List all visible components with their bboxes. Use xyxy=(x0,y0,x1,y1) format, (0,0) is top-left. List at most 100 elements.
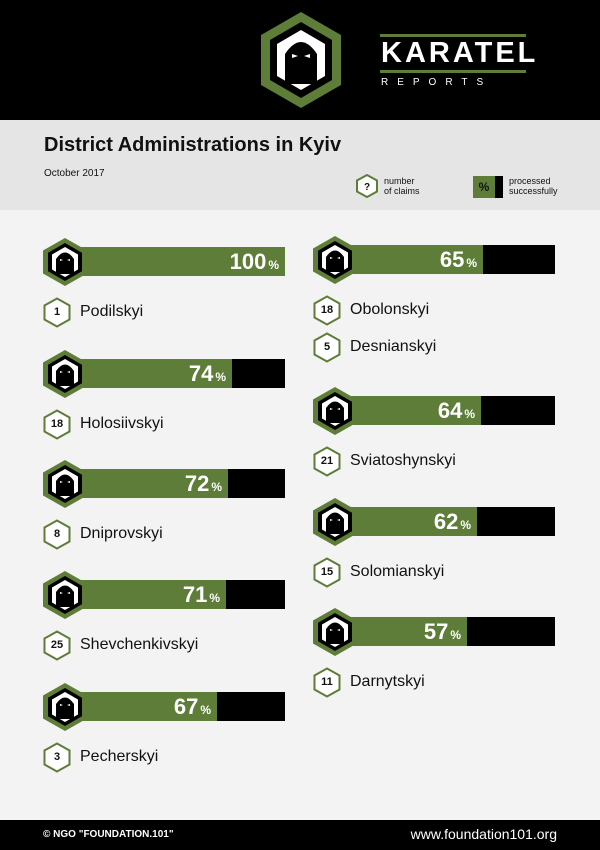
legend-percent-black xyxy=(495,176,503,198)
district-bar-row: 72% xyxy=(42,459,287,569)
percent-value: 62 xyxy=(433,509,459,534)
claims-hex-icon xyxy=(313,332,341,363)
percent-value: 72 xyxy=(184,471,210,496)
bar-fill xyxy=(80,692,217,721)
claims-count-hex: 18 xyxy=(313,295,341,326)
claims-count-hex: 1 xyxy=(43,297,71,328)
claims-count-hex: 18 xyxy=(43,409,71,440)
percent-value: 67 xyxy=(173,694,199,719)
bar-track: 57% xyxy=(350,617,555,646)
claims-count: 5 xyxy=(323,341,331,353)
header-band: KARATEL REPORTS xyxy=(0,0,600,120)
bar-track: 65% xyxy=(350,245,555,274)
legend-claims-label-line2: of claims xyxy=(384,186,420,196)
bar-fill xyxy=(80,359,232,388)
legend-claims-label-line1: number xyxy=(384,176,415,186)
percent-sign: % xyxy=(215,370,226,384)
bar-fill xyxy=(350,245,483,274)
claims-count: 18 xyxy=(50,418,64,430)
percent-value: 64 xyxy=(437,398,463,423)
district-bar-row: 67% xyxy=(42,682,287,792)
claims-count: 1 xyxy=(53,306,61,318)
footer-copyright: © NGO "FOUNDATION.101" xyxy=(43,829,174,840)
percent-sign: % xyxy=(268,258,279,272)
percent-label: 100% xyxy=(80,247,279,276)
district-bar-row: 65% xyxy=(312,235,557,345)
brand-wordmark: KARATEL REPORTS xyxy=(380,34,535,88)
percent-label: 72% xyxy=(80,469,222,498)
bar-fill xyxy=(350,396,481,425)
legend-claims-hex-icon: ? xyxy=(356,174,378,198)
claims-hex-icon xyxy=(43,742,71,773)
hooded-figure-hex-icon xyxy=(43,238,87,286)
district-name: Desnianskyi xyxy=(350,338,437,355)
percent-sign: % xyxy=(211,480,222,494)
percent-label: 65% xyxy=(350,245,477,274)
district-name: Shevchenkivskyi xyxy=(80,636,199,653)
bar-fill xyxy=(350,617,467,646)
bar-track: 67% xyxy=(80,692,285,721)
district-bar-row: 71% xyxy=(42,570,287,680)
district-bar-row: 100% xyxy=(42,237,287,347)
claims-count: 3 xyxy=(53,751,61,763)
brand-title: KARATEL xyxy=(380,34,535,73)
district-name: Obolonskyi xyxy=(350,301,430,318)
legend-claims-label: number of claims xyxy=(384,176,444,196)
bar-track: 100% xyxy=(80,247,285,276)
percent-sign: % xyxy=(450,628,461,642)
legend-claims-symbol: ? xyxy=(364,182,370,193)
claims-count: 21 xyxy=(320,455,334,467)
percent-sign: % xyxy=(460,518,471,532)
percent-value: 65 xyxy=(439,247,465,272)
bar-track: 74% xyxy=(80,359,285,388)
claims-hex-icon xyxy=(313,446,341,477)
claims-count: 15 xyxy=(320,566,334,578)
hooded-figure-hex-icon xyxy=(313,236,357,284)
percent-sign: % xyxy=(464,407,475,421)
claims-count-hex: 5 xyxy=(313,332,341,363)
percent-label: 62% xyxy=(350,507,471,536)
district-name: Darnytskyi xyxy=(350,673,425,690)
legend-percent-symbol: % xyxy=(473,176,495,198)
district-name: Solomianskyi xyxy=(350,563,445,580)
page-title: District Administrations in Kyiv xyxy=(44,134,342,156)
percent-sign: % xyxy=(200,703,211,717)
bar-track: 62% xyxy=(350,507,555,536)
district-name: Pecherskyi xyxy=(80,748,159,765)
brand-subtitle: REPORTS xyxy=(381,77,493,88)
claims-hex-icon xyxy=(313,557,341,588)
percent-value: 74 xyxy=(188,361,214,386)
bar-fill xyxy=(80,469,228,498)
percent-value: 100 xyxy=(229,249,267,274)
district-bar-row: 74% xyxy=(42,349,287,459)
hooded-figure-hex-icon xyxy=(43,350,87,398)
claims-count: 8 xyxy=(53,528,61,540)
claims-count: 18 xyxy=(320,304,334,316)
claims-hex-icon xyxy=(43,297,71,328)
claims-count-hex: 3 xyxy=(43,742,71,773)
percent-label: 67% xyxy=(80,692,211,721)
claims-count-hex: 25 xyxy=(43,630,71,661)
claims-count-hex: 8 xyxy=(43,519,71,550)
hooded-figure-hex-icon xyxy=(43,460,87,508)
hooded-figure-hex-icon xyxy=(43,571,87,619)
hooded-figure-hex-icon xyxy=(313,608,357,656)
claims-hex-icon xyxy=(43,630,71,661)
hooded-figure-hex-icon xyxy=(313,498,357,546)
footer: © NGO "FOUNDATION.101" www.foundation101… xyxy=(0,820,600,850)
district-bar-row: 64% xyxy=(312,386,557,496)
hooded-figure-hex-icon xyxy=(313,387,357,435)
bar-track: 72% xyxy=(80,469,285,498)
percent-label: 74% xyxy=(80,359,226,388)
claims-count: 25 xyxy=(50,639,64,651)
legend-processed-label-line1: processed xyxy=(509,176,551,186)
footer-website-link[interactable]: www.foundation101.org xyxy=(410,826,557,842)
percent-value: 57 xyxy=(423,619,449,644)
percent-label: 57% xyxy=(350,617,461,646)
claims-hex-icon xyxy=(313,295,341,326)
percent-sign: % xyxy=(209,591,220,605)
district-name: Holosiivskyi xyxy=(80,415,164,432)
claims-count-hex: 11 xyxy=(313,667,341,698)
claims-count-hex: 21 xyxy=(313,446,341,477)
claims-count-hex: 15 xyxy=(313,557,341,588)
